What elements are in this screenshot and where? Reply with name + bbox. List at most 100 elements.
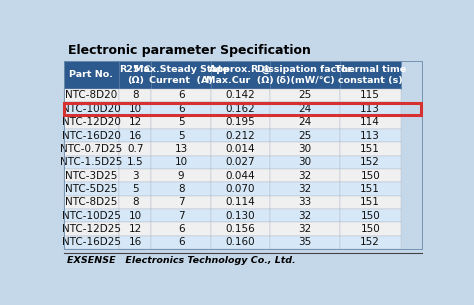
Bar: [340, 222, 401, 236]
Text: 12: 12: [129, 117, 142, 127]
Bar: [270, 116, 340, 129]
Bar: [340, 209, 401, 222]
Text: NTC-10D20: NTC-10D20: [62, 104, 121, 114]
Bar: [152, 222, 210, 236]
Bar: [210, 89, 270, 102]
Text: EXSENSE   Electronics Technology Co., Ltd.: EXSENSE Electronics Technology Co., Ltd.: [66, 256, 295, 265]
Text: NTC-3D25: NTC-3D25: [65, 170, 118, 181]
Text: 33: 33: [298, 197, 311, 207]
Bar: [119, 236, 152, 249]
Bar: [340, 116, 401, 129]
Text: 25: 25: [298, 90, 311, 100]
Bar: [64, 102, 119, 116]
Bar: [119, 222, 152, 236]
Bar: [152, 169, 210, 182]
Text: 24: 24: [298, 104, 311, 114]
Text: 10: 10: [174, 157, 188, 167]
Bar: [152, 209, 210, 222]
Text: 16: 16: [129, 131, 142, 141]
Bar: [270, 222, 340, 236]
Text: Dissipation factor
(δ)(mW/℃): Dissipation factor (δ)(mW/℃): [257, 65, 352, 84]
Text: 152: 152: [360, 238, 380, 247]
Text: 6: 6: [178, 238, 184, 247]
Text: 7: 7: [178, 197, 184, 207]
Text: 9: 9: [178, 170, 184, 181]
Bar: [152, 129, 210, 142]
Text: NTC-12D25: NTC-12D25: [62, 224, 121, 234]
Bar: [64, 142, 119, 156]
Text: 32: 32: [298, 184, 311, 194]
Bar: [270, 156, 340, 169]
Bar: [64, 116, 119, 129]
Text: 8: 8: [178, 184, 184, 194]
Bar: [340, 236, 401, 249]
Bar: [270, 182, 340, 196]
Text: NTC-5D25: NTC-5D25: [65, 184, 118, 194]
Bar: [340, 89, 401, 102]
Text: 3: 3: [132, 170, 139, 181]
Text: Part No.: Part No.: [70, 70, 113, 79]
Text: 8: 8: [132, 90, 139, 100]
Text: 6: 6: [178, 104, 184, 114]
Text: 16: 16: [129, 238, 142, 247]
Text: 35: 35: [298, 238, 311, 247]
Text: Thermal time
constant (s): Thermal time constant (s): [335, 65, 406, 84]
Text: 0.156: 0.156: [225, 224, 255, 234]
Text: 0.212: 0.212: [225, 131, 255, 141]
Bar: [64, 169, 119, 182]
Bar: [270, 89, 340, 102]
Bar: [64, 129, 119, 142]
Text: NTC-12D20: NTC-12D20: [62, 117, 121, 127]
Text: 30: 30: [298, 157, 311, 167]
Text: 5: 5: [132, 184, 139, 194]
Bar: [210, 222, 270, 236]
Bar: [152, 61, 210, 89]
Bar: [119, 209, 152, 222]
Bar: [270, 236, 340, 249]
Bar: [152, 102, 210, 116]
Text: 32: 32: [298, 170, 311, 181]
Bar: [64, 103, 421, 115]
Text: NTC-16D25: NTC-16D25: [62, 238, 121, 247]
Text: 0.027: 0.027: [226, 157, 255, 167]
Text: 13: 13: [174, 144, 188, 154]
Bar: [119, 182, 152, 196]
Bar: [270, 169, 340, 182]
Bar: [152, 116, 210, 129]
Bar: [210, 209, 270, 222]
Bar: [210, 129, 270, 142]
Bar: [152, 142, 210, 156]
Bar: [270, 209, 340, 222]
Bar: [210, 116, 270, 129]
Text: 0.070: 0.070: [226, 184, 255, 194]
Text: 6: 6: [178, 90, 184, 100]
Text: NTC-8D20: NTC-8D20: [65, 90, 118, 100]
Text: NTC-8D25: NTC-8D25: [65, 197, 118, 207]
Text: 32: 32: [298, 211, 311, 221]
Text: NTC-16D20: NTC-16D20: [62, 131, 121, 141]
Bar: [119, 116, 152, 129]
Bar: [119, 89, 152, 102]
Bar: [152, 196, 210, 209]
Bar: [119, 142, 152, 156]
Bar: [340, 61, 401, 89]
Bar: [210, 236, 270, 249]
Bar: [64, 61, 119, 89]
Text: 1.5: 1.5: [127, 157, 144, 167]
Bar: [64, 196, 119, 209]
Bar: [152, 156, 210, 169]
Text: 12: 12: [129, 224, 142, 234]
Bar: [152, 236, 210, 249]
Bar: [340, 156, 401, 169]
Bar: [210, 196, 270, 209]
Text: 10: 10: [129, 104, 142, 114]
Bar: [270, 102, 340, 116]
Text: 5: 5: [178, 117, 184, 127]
Text: 113: 113: [360, 104, 380, 114]
Bar: [119, 129, 152, 142]
Text: 113: 113: [360, 131, 380, 141]
Bar: [270, 196, 340, 209]
Text: 152: 152: [360, 157, 380, 167]
Bar: [210, 61, 270, 89]
Text: 151: 151: [360, 184, 380, 194]
